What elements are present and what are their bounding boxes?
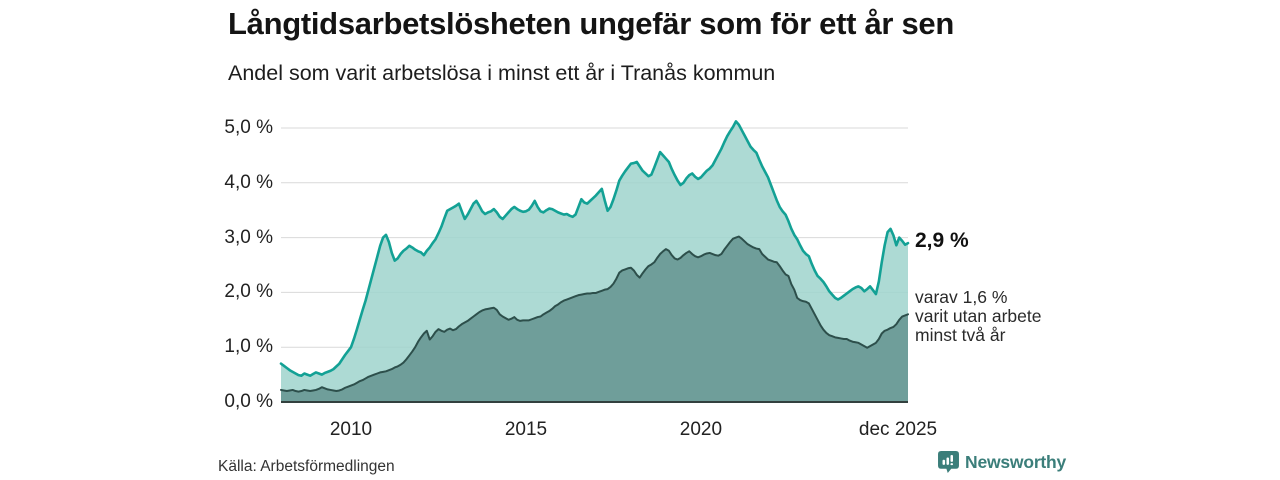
- plot-area: [279, 120, 910, 403]
- series-line-1: [279, 120, 910, 377]
- series-line-2: [280, 235, 909, 393]
- y-tick-label: 3,0 %: [224, 226, 273, 248]
- newsworthy-logo: Newsworthy: [938, 451, 1066, 473]
- secondary-annotation-line: varav 1,6 %: [915, 287, 1008, 308]
- x-tick-label: 2020: [679, 419, 723, 440]
- end-value-label: 2,9 %: [915, 229, 969, 253]
- x-tick-label: dec 2025: [858, 419, 938, 440]
- secondary-annotation: varav 1,6 % varit utan arbete minst två …: [915, 288, 1041, 345]
- x-tick-label: 2010: [329, 419, 373, 440]
- y-tick-label: 4,0 %: [224, 171, 273, 193]
- chart-subtitle: Andel som varit arbetslösa i minst ett å…: [228, 61, 776, 85]
- chart-title: Långtidsarbetslösheten ungefär som för e…: [228, 6, 955, 41]
- secondary-annotation-line: minst två år: [915, 325, 1006, 346]
- series-area-2: [281, 236, 908, 402]
- y-tick-label: 2,0 %: [224, 281, 273, 303]
- secondary-annotation-line: varit utan arbete: [915, 306, 1042, 327]
- y-tick-label: 5,0 %: [224, 117, 273, 138]
- y-tick-label: 0,0 %: [224, 391, 273, 412]
- y-tick-label: 1,0 %: [224, 336, 273, 358]
- newsworthy-wordmark: Newsworthy: [965, 451, 1067, 472]
- source-note: Källa: Arbetsförmedlingen: [218, 458, 395, 475]
- x-tick-label: 2015: [504, 419, 548, 440]
- newsworthy-icon: [938, 451, 959, 473]
